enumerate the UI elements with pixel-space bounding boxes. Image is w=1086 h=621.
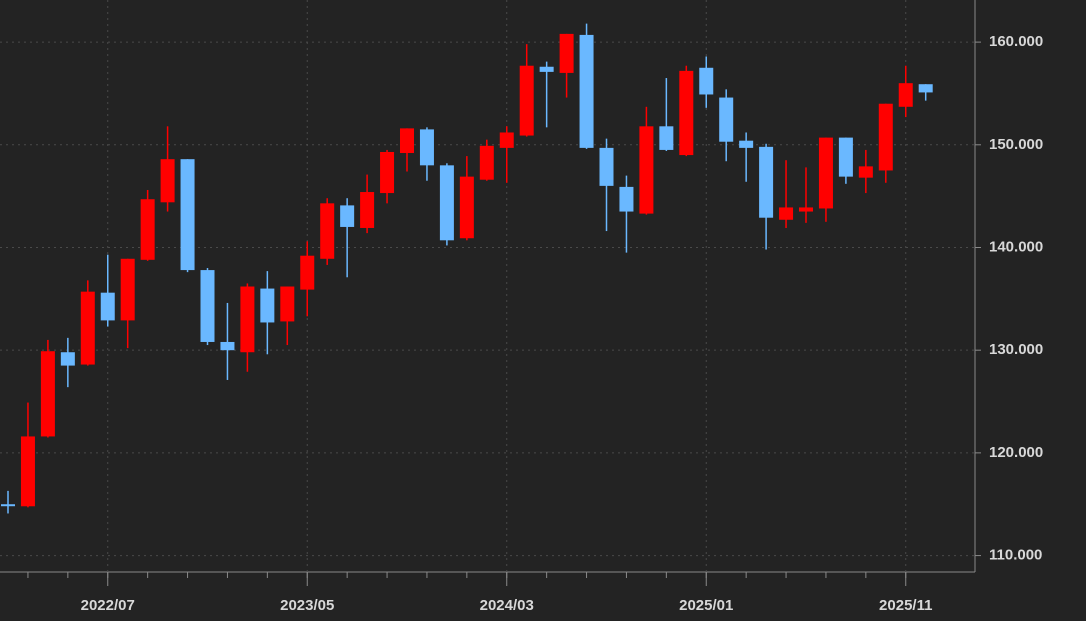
- x-tick-label: 2024/03: [480, 597, 534, 614]
- x-tick-label: 2025/01: [679, 597, 733, 614]
- x-tick-label: 2023/05: [280, 597, 334, 614]
- candle-body: [838, 137, 853, 177]
- candle-body: [779, 207, 794, 220]
- candle-body: [220, 341, 235, 351]
- candle-body: [659, 126, 674, 150]
- candle-body: [160, 159, 175, 203]
- x-tick-label: 2022/07: [81, 597, 135, 614]
- candle-body: [180, 159, 195, 271]
- candle-body: [340, 205, 355, 227]
- candle-body: [619, 186, 634, 212]
- y-tick-label: 110.000: [989, 547, 1042, 564]
- candle-body: [639, 126, 654, 214]
- candle-body: [140, 199, 155, 260]
- candle-body: [479, 145, 494, 180]
- candle-body: [858, 166, 873, 178]
- candle-body: [679, 70, 694, 156]
- y-tick-label: 130.000: [989, 341, 1043, 358]
- candle-body: [360, 192, 375, 228]
- candle-body: [100, 292, 115, 321]
- candle-body: [260, 288, 275, 323]
- candle-body: [539, 66, 554, 72]
- candle-body: [599, 147, 614, 186]
- candle-body: [400, 128, 414, 154]
- candle-body: [799, 207, 813, 212]
- candle-body: [579, 34, 594, 148]
- candle-body: [419, 129, 434, 166]
- candle-body: [739, 140, 754, 148]
- candle-body: [80, 291, 95, 365]
- candle-body: [719, 97, 734, 142]
- candle-body: [1, 504, 15, 507]
- candle-body: [878, 103, 893, 171]
- candle-body: [200, 270, 215, 342]
- candle-body: [60, 352, 75, 366]
- plot-area: [0, 0, 975, 572]
- candle-body: [20, 436, 35, 507]
- y-tick-label: 150.000: [989, 136, 1043, 153]
- candle-body: [918, 84, 933, 93]
- candle-body: [818, 137, 833, 209]
- y-tick-label: 120.000: [989, 444, 1043, 461]
- candle-body: [320, 203, 335, 259]
- candle-body: [40, 351, 55, 437]
- candle-body: [240, 286, 255, 353]
- candle-body: [120, 258, 135, 321]
- candle-body: [300, 255, 315, 290]
- candle-body: [499, 132, 514, 148]
- candle-body: [380, 151, 395, 194]
- y-tick-label: 140.000: [989, 238, 1043, 255]
- x-tick-label: 2025/11: [879, 597, 932, 614]
- candle-body: [898, 83, 913, 107]
- candle-body: [439, 165, 454, 241]
- candle-body: [519, 65, 534, 136]
- candle-body: [559, 33, 574, 73]
- candle-body: [459, 176, 474, 239]
- candle-body: [280, 286, 295, 322]
- candle-body: [759, 146, 774, 218]
- candle-body: [699, 67, 714, 95]
- y-tick-label: 160.000: [989, 33, 1043, 50]
